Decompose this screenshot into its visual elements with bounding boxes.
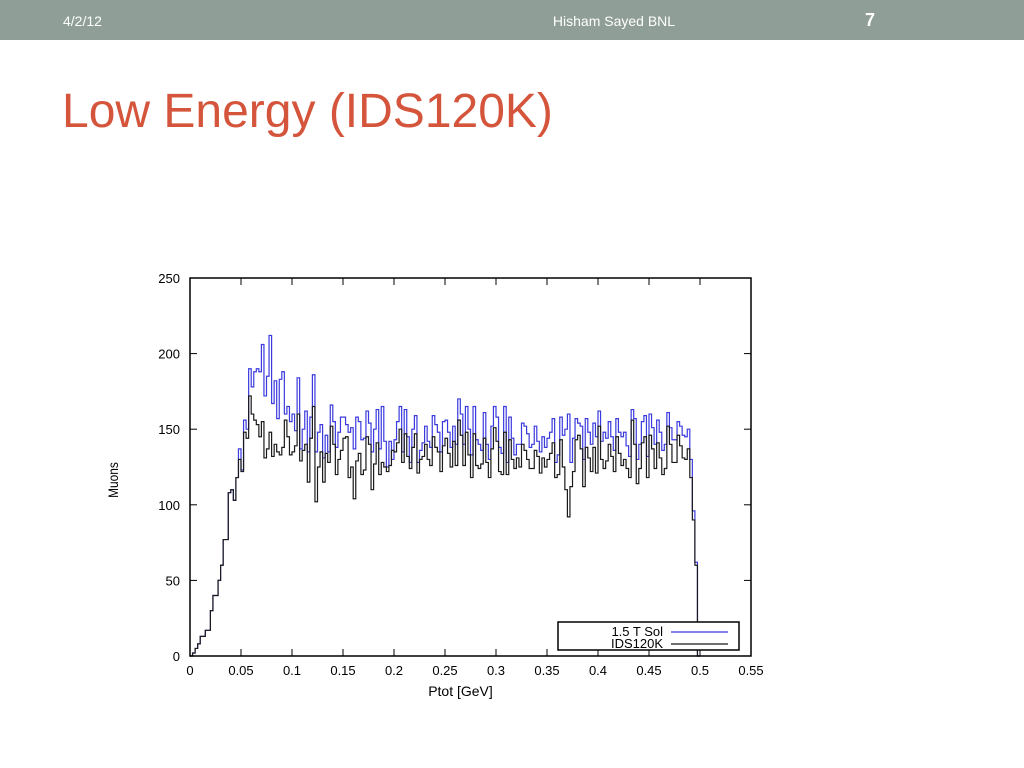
x-tick-label: 0.35: [534, 663, 559, 678]
slide-page-number: 7: [864, 10, 875, 30]
legend-label-0: 1.5 T Sol: [611, 624, 663, 639]
x-tick-label: 0.45: [636, 663, 661, 678]
x-tick-label: 0.25: [432, 663, 457, 678]
x-axis-label: Ptot [GeV]: [428, 683, 493, 699]
x-tick-label: 0.15: [330, 663, 355, 678]
x-tick-label: 0.3: [487, 663, 505, 678]
y-tick-label: 50: [166, 573, 180, 588]
x-tick-label: 0.05: [228, 663, 253, 678]
x-tick-label: 0: [186, 663, 193, 678]
x-tick-label: 0.55: [738, 663, 763, 678]
slide-date: 4/2/12: [63, 13, 102, 29]
y-tick-label: 150: [158, 422, 180, 437]
plot-frame: [189, 277, 752, 657]
x-tick-label: 0.2: [385, 663, 403, 678]
histogram-chart: 0 0.05 0.1 0.15 0.2 0.25 0.3 0.35 0.4 0.45 0.5 0.55…: [105, 271, 764, 699]
x-tick-label: 0.4: [589, 663, 607, 678]
x-tick-label: 0.5: [691, 663, 709, 678]
legend-label-1: IDS120K: [611, 636, 663, 651]
y-tick-label: 0: [173, 649, 180, 664]
y-axis-label: Muons: [105, 462, 121, 498]
series-line-1: [190, 395, 700, 657]
slide-header-bar: 4/2/12 Hisham Sayed BNL 7: [0, 0, 1024, 40]
y-tick-label: 100: [158, 498, 180, 513]
slide-author: Hisham Sayed BNL: [552, 13, 676, 29]
y-tick-label: 250: [158, 271, 180, 286]
y-tick-label: 200: [158, 347, 180, 362]
slide-title: Low Energy (IDS120K): [62, 85, 553, 138]
x-tick-label: 0.1: [283, 663, 301, 678]
series-line-0: [190, 334, 700, 657]
legend-box: [557, 621, 740, 651]
